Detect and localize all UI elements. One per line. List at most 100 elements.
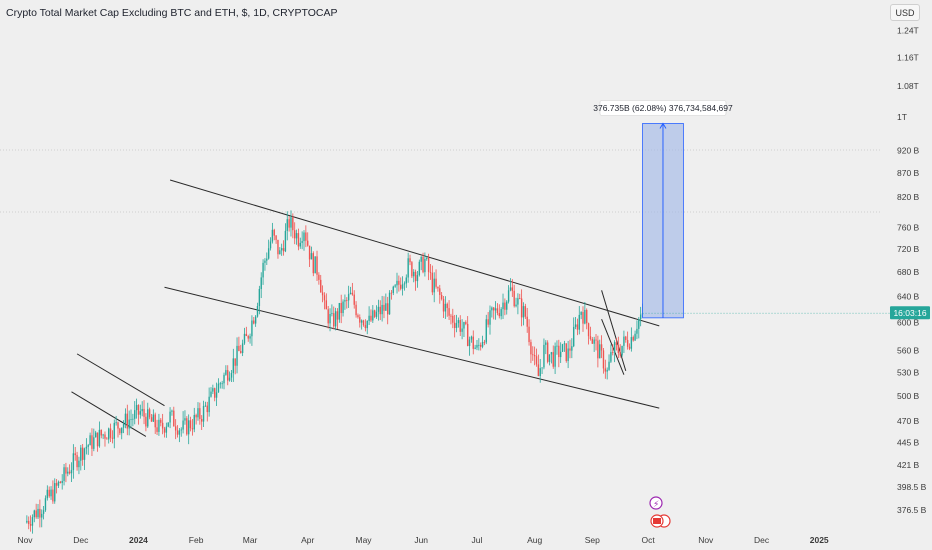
candle-body [150, 417, 153, 422]
candle-body [519, 298, 521, 299]
candle-body [301, 241, 303, 243]
candle-body [251, 320, 253, 337]
candle-body [61, 480, 63, 484]
candle-body [373, 310, 376, 317]
x-tick-label: May [355, 535, 372, 545]
candle-body [80, 447, 82, 461]
y-tick-label: 920 B [897, 146, 920, 156]
candle-body [398, 280, 400, 285]
x-tick-label: Sep [585, 535, 600, 545]
candle-body [186, 418, 188, 435]
candle-body [493, 307, 495, 311]
trendline-small-channel-lower[interactable] [71, 391, 147, 437]
candle-body [44, 498, 47, 511]
candle-body [215, 392, 218, 398]
candle-body [545, 342, 547, 345]
candle-body [124, 413, 127, 424]
candle-body [558, 345, 560, 358]
candle-body [571, 346, 573, 351]
candle-body [375, 311, 378, 317]
trendline-upper-channel[interactable] [169, 179, 660, 327]
candle-body [429, 271, 432, 273]
candle-body [422, 256, 424, 273]
candle-body [204, 405, 207, 407]
candle-body [414, 271, 417, 282]
candle-body [383, 304, 385, 311]
candle-body [89, 435, 91, 446]
candle-body [54, 483, 56, 502]
x-tick-label: Dec [73, 535, 89, 545]
candle-body [532, 354, 534, 356]
candle-body [407, 258, 409, 278]
candle-body [96, 432, 99, 447]
candle-body [427, 257, 430, 272]
candle-body [587, 323, 590, 337]
time-axis: Nov Dec 2024 Feb Mar Apr May Jun Jul Aug Sep Oct Nov… [17, 535, 829, 545]
candle-body [517, 298, 519, 305]
candle-body [227, 370, 229, 381]
candle-body [584, 309, 586, 324]
x-tick-label: Apr [301, 535, 314, 545]
candle-body [189, 420, 192, 429]
candle-body [364, 325, 367, 329]
candle-body [130, 419, 132, 420]
candle-body [169, 411, 171, 423]
candle-body [264, 260, 266, 263]
candle-body [474, 347, 476, 349]
candle-body [223, 374, 225, 384]
candle-body [152, 414, 155, 422]
candle-body [102, 434, 104, 436]
x-tick-label: Feb [189, 535, 204, 545]
candle-body [132, 418, 134, 420]
candle-body [626, 339, 629, 347]
candle-body [236, 345, 238, 366]
candle-body [78, 460, 80, 468]
current-price-badge [890, 306, 930, 320]
y-tick-label: 760 B [897, 222, 920, 232]
trendline-wedge-upper[interactable] [601, 290, 627, 372]
candle-body [390, 292, 393, 294]
price-axis: 1.24T 1.16T 1.08T 1T 920 B 870 B 820 B 760 B 720… [897, 25, 927, 515]
y-tick-label: 1T [897, 112, 907, 122]
flash-event-icon[interactable] [649, 496, 663, 510]
candle-body [201, 418, 203, 422]
candle-body [294, 230, 296, 239]
candle-body [483, 341, 486, 343]
currency-badge[interactable]: USD [890, 4, 920, 21]
candle-body [228, 377, 231, 381]
x-tick-label: Dec [754, 535, 770, 545]
candle-body [468, 339, 471, 347]
candle-body [448, 308, 450, 316]
candle-body [446, 303, 448, 309]
current-price-tag: 16:03:16 [642, 306, 930, 320]
candle-body [400, 284, 402, 289]
candle-body [253, 320, 255, 324]
candle-body [478, 344, 480, 346]
candle-body [180, 429, 182, 431]
candle-body [320, 279, 322, 293]
trendline-small-channel-upper[interactable] [76, 353, 165, 407]
candle-body [336, 311, 339, 320]
candle-body [31, 517, 34, 526]
candle-body [323, 295, 326, 301]
candle-body [176, 430, 179, 435]
candle-body [163, 428, 166, 433]
candle-body [241, 343, 244, 354]
candle-body [93, 437, 95, 449]
candle-body [550, 352, 553, 355]
candle-body [563, 343, 566, 345]
flag-icon [653, 518, 661, 524]
candle-body [452, 315, 454, 323]
y-tick-label: 720 B [897, 244, 920, 254]
candle-body [290, 217, 292, 228]
candle-body [338, 302, 341, 320]
candle-body [498, 313, 500, 317]
candle-body [279, 250, 281, 255]
candle-body [481, 341, 484, 347]
candle-body [234, 358, 236, 366]
trendline-lower-channel[interactable] [164, 286, 660, 409]
candle-body [511, 287, 514, 291]
candle-body [297, 233, 300, 247]
y-tick-label: 530 B [897, 367, 920, 377]
